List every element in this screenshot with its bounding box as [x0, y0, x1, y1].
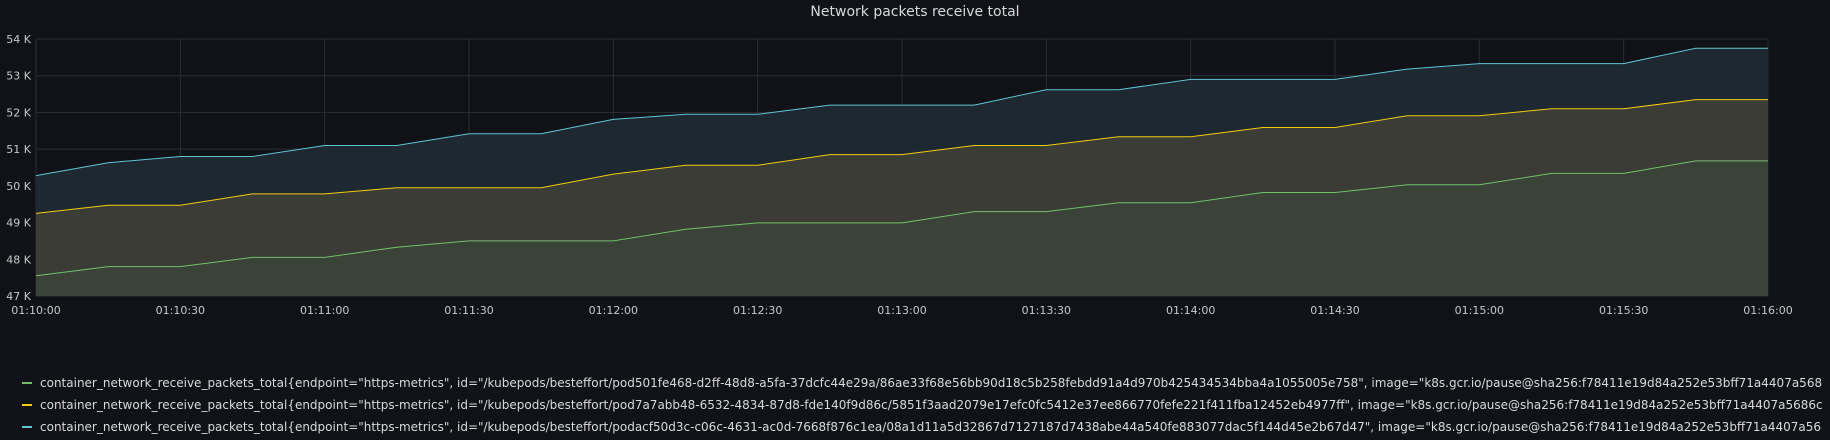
x-tick-label-7: 01:13:30: [1022, 304, 1071, 317]
legend-label-series-2: container_network_receive_packets_total{…: [40, 398, 1822, 412]
chart-plot[interactable]: 47 K 48 K 49 K 50 K 51 K 52 K 53 K 54 K 01:10:0…: [0, 0, 1830, 370]
legend-label-series-3: container_network_receive_packets_total{…: [40, 420, 1822, 434]
legend-swatch-series-2: [22, 404, 32, 406]
series-lines: [35, 47, 1768, 277]
y-tick-label-4: 51 K: [6, 143, 31, 156]
x-tick-label-1: 01:10:30: [156, 304, 205, 317]
y-tick-label-0: 47 K: [6, 290, 31, 303]
x-tick-label-5: 01:12:30: [733, 304, 782, 317]
y-axis-ticks: 47 K 48 K 49 K 50 K 51 K 52 K 53 K 54 K: [6, 33, 31, 303]
x-tick-label-6: 01:13:00: [877, 304, 926, 317]
legend-swatch-series-3: [22, 426, 32, 428]
panel-title[interactable]: Network packets receive total: [810, 4, 1020, 20]
y-tick-label-5: 52 K: [6, 106, 31, 119]
series-fill-1: [36, 160, 1768, 296]
series-line-1: [35, 160, 1768, 277]
y-tick-label-3: 50 K: [6, 180, 31, 193]
x-tick-label-11: 01:15:30: [1599, 304, 1648, 317]
legend-label-series-1: container_network_receive_packets_total{…: [40, 376, 1822, 390]
x-tick-label-3: 01:11:30: [444, 304, 493, 317]
x-tick-label-9: 01:14:30: [1310, 304, 1359, 317]
legend-swatch-series-1: [22, 382, 32, 384]
legend-item-series-3[interactable]: container_network_receive_packets_total{…: [22, 416, 1822, 438]
y-tick-label-1: 48 K: [6, 253, 31, 266]
x-tick-label-10: 01:15:00: [1455, 304, 1504, 317]
x-tick-label-0: 01:10:00: [11, 304, 60, 317]
y-tick-label-2: 49 K: [6, 217, 31, 230]
x-tick-label-4: 01:12:00: [589, 304, 638, 317]
series-line-2: [35, 99, 1768, 214]
x-axis-ticks: 01:10:00 01:10:30 01:11:00 01:11:30 01:12:00…: [11, 304, 1792, 317]
legend-item-series-2[interactable]: container_network_receive_packets_total{…: [22, 394, 1822, 416]
y-tick-label-6: 53 K: [6, 70, 31, 83]
legend: container_network_receive_packets_total{…: [22, 372, 1822, 438]
y-tick-label-7: 54 K: [6, 33, 31, 46]
series-fills: [36, 48, 1768, 297]
x-tick-label-2: 01:11:00: [300, 304, 349, 317]
x-tick-label-8: 01:14:00: [1166, 304, 1215, 317]
x-tick-label-12: 01:16:00: [1743, 304, 1792, 317]
series-line-3: [35, 47, 1768, 177]
legend-item-series-1[interactable]: container_network_receive_packets_total{…: [22, 372, 1822, 394]
